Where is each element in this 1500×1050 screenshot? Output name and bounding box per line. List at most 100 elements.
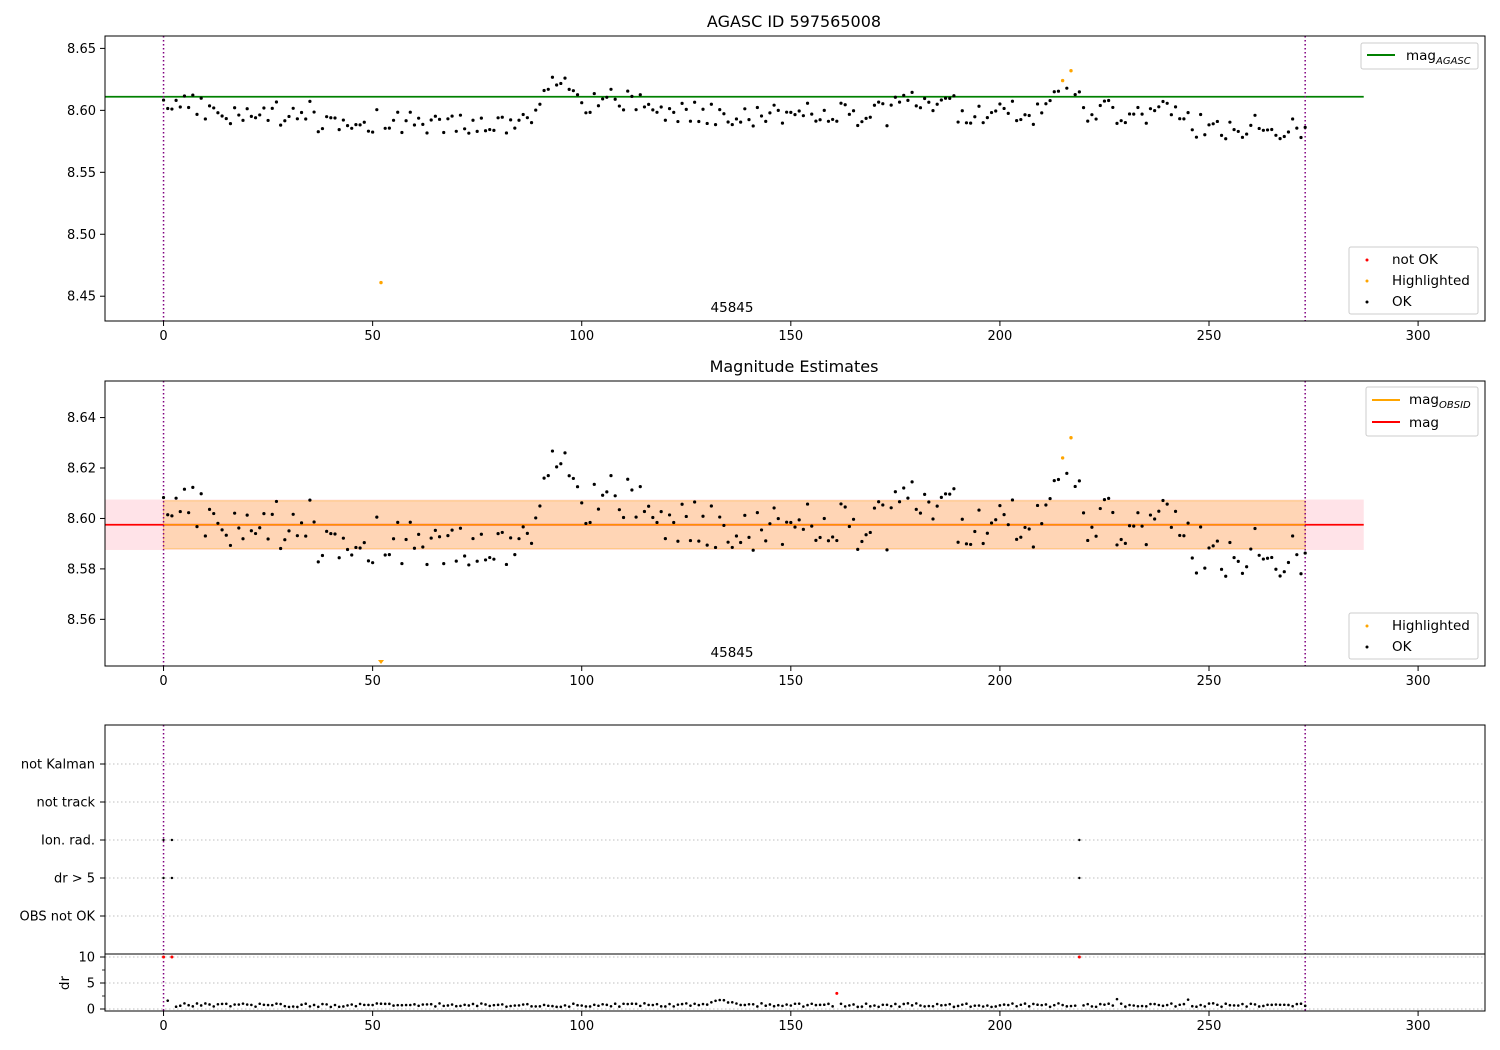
dr-point bbox=[956, 1004, 960, 1008]
panel1-ok-point bbox=[1056, 89, 1061, 93]
dr-point bbox=[1282, 1003, 1286, 1007]
panel2-ok-point bbox=[797, 518, 801, 522]
dr-point bbox=[927, 1004, 931, 1008]
dr-point bbox=[843, 1005, 847, 1008]
dr-point bbox=[534, 1005, 538, 1008]
panel1-ok-point bbox=[550, 75, 555, 79]
dr-point bbox=[1178, 1003, 1182, 1007]
dr-point bbox=[580, 1004, 584, 1007]
panel1-ok-point bbox=[1102, 99, 1107, 103]
panel2-ok-point bbox=[563, 451, 567, 455]
dr-point bbox=[1149, 1002, 1152, 1006]
dr-point bbox=[668, 1002, 671, 1006]
dr-point bbox=[1287, 1003, 1290, 1007]
panel2-ok-point bbox=[555, 465, 559, 469]
panel1-ok-point bbox=[195, 112, 199, 116]
panel2-ok-point bbox=[994, 518, 998, 522]
panel1-ok-point bbox=[1077, 90, 1081, 94]
panel2-ok-point bbox=[709, 504, 713, 508]
panel1-ok-point bbox=[994, 109, 998, 113]
panel2-ok-point bbox=[831, 535, 835, 539]
panel3-xtick-label-200: 200 bbox=[987, 1019, 1012, 1034]
panel2-ok-point bbox=[1282, 570, 1286, 574]
panel1-annotation: 45845 bbox=[711, 300, 754, 316]
panel2-ok-point bbox=[391, 537, 396, 541]
panel1-ok-point bbox=[764, 119, 768, 123]
panel1-ok-point bbox=[228, 121, 233, 126]
panel1-ok-point bbox=[253, 116, 258, 120]
panel3-xtick-label-0: 0 bbox=[159, 1019, 167, 1034]
panel2-ok-point bbox=[191, 485, 195, 489]
panel1-ok-point bbox=[341, 118, 345, 122]
panel2-annotation: 45845 bbox=[711, 645, 754, 661]
panel1-ok-point bbox=[864, 116, 868, 120]
panel2-ok-point bbox=[927, 500, 931, 504]
panel1-ok-point bbox=[220, 114, 224, 118]
panel2-ok-point bbox=[1169, 525, 1173, 529]
dr-point bbox=[1232, 1004, 1236, 1007]
panel2-title: Magnitude Estimates bbox=[710, 357, 879, 376]
flag-row-label: not Kalman bbox=[21, 758, 95, 773]
dr-point bbox=[672, 1005, 676, 1008]
panel1-ok-point bbox=[203, 117, 207, 121]
dr-point bbox=[245, 1003, 249, 1006]
dr-outlier-point bbox=[835, 991, 839, 995]
panel1-ok-point bbox=[500, 115, 504, 119]
panel2-ok-point bbox=[316, 560, 320, 564]
panel1-ok-point bbox=[722, 112, 726, 116]
panel2-ok-point bbox=[396, 520, 400, 524]
panel1-ok-point bbox=[964, 121, 969, 125]
dr-point bbox=[237, 1003, 241, 1006]
panel2-ok-point bbox=[914, 507, 918, 511]
dr-point bbox=[818, 1003, 822, 1007]
panel1-ok-point bbox=[1144, 121, 1148, 125]
dr-point bbox=[914, 1002, 918, 1005]
dr-point bbox=[785, 1003, 788, 1006]
panel2-ok-point bbox=[304, 534, 308, 538]
panel2-ok-point bbox=[496, 532, 500, 536]
panel2-ok-point bbox=[371, 561, 375, 565]
panel2-ok-point bbox=[688, 538, 693, 543]
panel1-ok-point bbox=[433, 114, 437, 118]
panel2-ok-point bbox=[358, 546, 362, 550]
panel2-ok-point bbox=[805, 502, 810, 506]
dr-point bbox=[1195, 1005, 1198, 1008]
panel1-ok-point bbox=[387, 126, 391, 130]
flag-row-label: dr > 5 bbox=[54, 872, 95, 887]
dr-point bbox=[1023, 1002, 1027, 1005]
panel1-ok-point bbox=[584, 111, 588, 115]
dr-point bbox=[270, 1003, 274, 1007]
panel1-ok-point bbox=[1123, 120, 1127, 125]
panel2-ok-point bbox=[433, 528, 437, 532]
dr-point bbox=[434, 1005, 437, 1008]
panel2-ok-point bbox=[258, 526, 262, 530]
dr-point bbox=[990, 1005, 993, 1009]
dr-point bbox=[605, 1003, 609, 1007]
panel2-ok-point bbox=[199, 492, 203, 496]
dr-point bbox=[229, 1004, 232, 1008]
panel1-ok-point bbox=[1194, 135, 1199, 139]
panel1-xtick-label-300: 300 bbox=[1406, 329, 1431, 344]
dr-point bbox=[1086, 1002, 1090, 1006]
dr-point bbox=[350, 1003, 354, 1006]
panel1-ok-point bbox=[910, 90, 914, 94]
panel1-ok-point bbox=[902, 93, 906, 97]
dr-point bbox=[1207, 1002, 1211, 1005]
dr-point bbox=[567, 1005, 571, 1008]
panel1-ok-point bbox=[831, 117, 835, 122]
panel2-ok-point bbox=[713, 545, 718, 550]
panel1-ok-point bbox=[709, 102, 713, 106]
panel1-ok-point bbox=[818, 118, 822, 122]
panel1-ok-point bbox=[182, 94, 187, 98]
panel2-ok-point bbox=[1144, 543, 1148, 547]
panel2-ok-point bbox=[1207, 546, 1211, 550]
panel2-ok-point bbox=[1299, 572, 1303, 576]
dr-point bbox=[1157, 1003, 1161, 1007]
dr-point bbox=[776, 1003, 780, 1007]
dr-point bbox=[1111, 1004, 1115, 1007]
panel1-ok-point bbox=[391, 118, 396, 122]
panel1-ok-point bbox=[877, 100, 881, 104]
dr-point bbox=[852, 1003, 855, 1006]
panel2-ok-point bbox=[977, 508, 981, 512]
